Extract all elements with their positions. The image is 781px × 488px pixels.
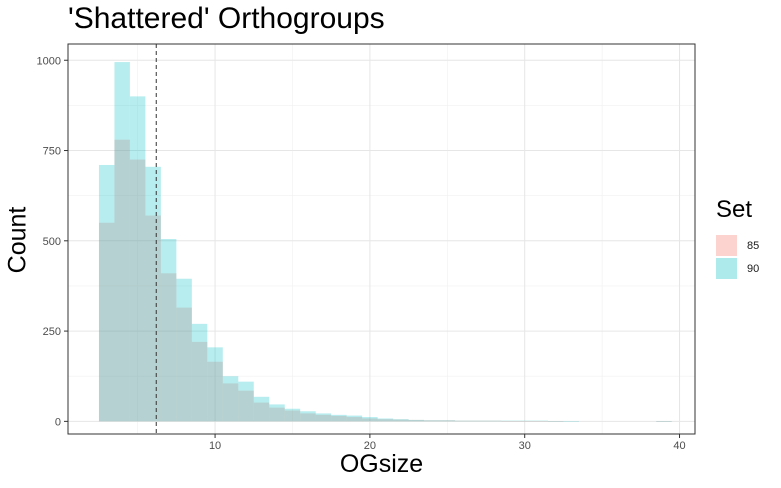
y-tick-label-3: 750 [43, 146, 61, 158]
bar-series-90-bin-24 [470, 420, 486, 422]
bar-series-90-bin-7 [207, 347, 223, 422]
bar-series-90-bin-14 [315, 413, 332, 422]
y-tick-label-4: 1000 [37, 55, 61, 67]
bar-series-85-bin-18 [377, 419, 394, 422]
y-axis-title: Count [3, 206, 32, 274]
bar-series-85-bin-8 [222, 383, 239, 422]
bar-series-85-bin-12 [284, 410, 301, 422]
legend-item-85: 85 [716, 234, 759, 257]
legend-key-90 [716, 258, 737, 279]
bar-series-90-bin-11 [269, 404, 285, 422]
bar-series-85-bin-13 [300, 413, 316, 422]
bar-series-90-bin-16 [346, 415, 363, 422]
chart-title: 'Shattered' Orthogroups [68, 2, 385, 35]
bar-series-90-bin-25 [486, 420, 502, 422]
bar-series-85-bin-28 [532, 421, 548, 422]
bar-series-90-bin-6 [191, 323, 208, 422]
bar-series-85-bin-0 [98, 222, 115, 422]
bar-series-85-bin-11 [269, 407, 285, 422]
bar-series-85-bin-25 [486, 420, 502, 422]
legend-label-85: 85 [747, 239, 760, 252]
bar-series-90-bin-28 [532, 420, 548, 422]
bar-series-85-bin-17 [362, 418, 378, 422]
bar-series-85-bin-9 [238, 390, 254, 422]
y-tick-label-0: 0 [55, 416, 61, 428]
legend-key-85 [716, 235, 737, 256]
x-tick-label-2: 30 [519, 440, 531, 452]
bar-series-85-bin-24 [470, 420, 486, 422]
bar-series-90-bin-9 [238, 381, 254, 422]
bar-series-90-bin-1 [114, 62, 130, 422]
y-tick-label-1: 250 [43, 326, 61, 338]
legend: Set 85 90 [716, 196, 759, 280]
bar-series-90-bin-23 [455, 420, 471, 422]
bar-series-90-bin-19 [393, 419, 409, 422]
panel-border [67, 43, 696, 435]
legend-title: Set [716, 196, 753, 223]
bar-series-85-bin-10 [253, 402, 270, 422]
bar-series-90-bin-12 [284, 408, 301, 422]
bar-series-90-bin-21 [424, 420, 440, 422]
y-tick-label-2: 500 [43, 236, 61, 248]
bar-series-85-bin-36 [656, 421, 672, 422]
bar-series-90-bin-26 [501, 420, 517, 422]
bar-series-85-bin-19 [393, 419, 409, 422]
bar-series-85-bin-26 [501, 421, 517, 422]
bar-series-85-bin-21 [424, 420, 440, 422]
bar-series-85-bin-2 [129, 159, 146, 422]
bar-series-85-bin-3 [145, 215, 161, 422]
bar-series-85-bin-22 [439, 420, 456, 422]
legend-item-90: 90 [716, 257, 759, 280]
bar-series-90-bin-4 [160, 239, 177, 422]
bar-series-85-bin-14 [315, 414, 332, 422]
bar-series-85-bin-29 [547, 421, 564, 422]
bar-series-90-bin-17 [362, 417, 378, 422]
bar-series-90-bin-20 [408, 419, 425, 422]
bar-series-90-bin-0 [98, 164, 115, 422]
bar-series-85-bin-20 [408, 419, 425, 422]
x-tick-label-0: 10 [209, 440, 221, 452]
axis-ticks: 10 20 30 40 0 250 500 750 1000 [37, 55, 686, 452]
bar-series-90-bin-18 [377, 418, 394, 422]
bar-series-90-bin-15 [331, 414, 347, 422]
x-axis-title: OGsize [339, 450, 424, 478]
bar-series-85-bin-15 [331, 415, 347, 422]
legend-label-90: 90 [747, 262, 760, 275]
x-tick-label-1: 20 [364, 440, 376, 452]
bar-series-85-bin-23 [455, 420, 471, 422]
bar-series-90-bin-2 [129, 96, 146, 422]
bar-series-85-bin-16 [346, 417, 363, 422]
bar-series-90-bin-13 [300, 411, 316, 422]
grid-minor [68, 44, 695, 434]
bar-series-85-bin-1 [114, 139, 130, 422]
bar-series-90-bin-3 [145, 166, 161, 422]
x-tick-label-3: 40 [673, 440, 685, 452]
bar-series-90-bin-27 [516, 420, 533, 422]
bar-series-90-bin-8 [222, 376, 239, 422]
bar-series-85-bin-7 [207, 361, 223, 422]
bar-series-85-bin-4 [160, 273, 177, 422]
bar-series-85-bin-5 [176, 307, 192, 422]
bar-series-90-bin-30 [563, 421, 579, 422]
bar-series-90-bin-5 [176, 278, 192, 422]
bar-series-90-bin-36 [656, 421, 672, 422]
bar-series-90-bin-10 [253, 396, 270, 422]
bar-series-85-bin-6 [191, 341, 208, 422]
bar-series-85-bin-27 [516, 421, 533, 422]
bars [98, 62, 672, 422]
bar-series-90-bin-22 [439, 420, 456, 422]
grid-major [68, 44, 695, 434]
bar-series-90-bin-29 [547, 421, 564, 422]
